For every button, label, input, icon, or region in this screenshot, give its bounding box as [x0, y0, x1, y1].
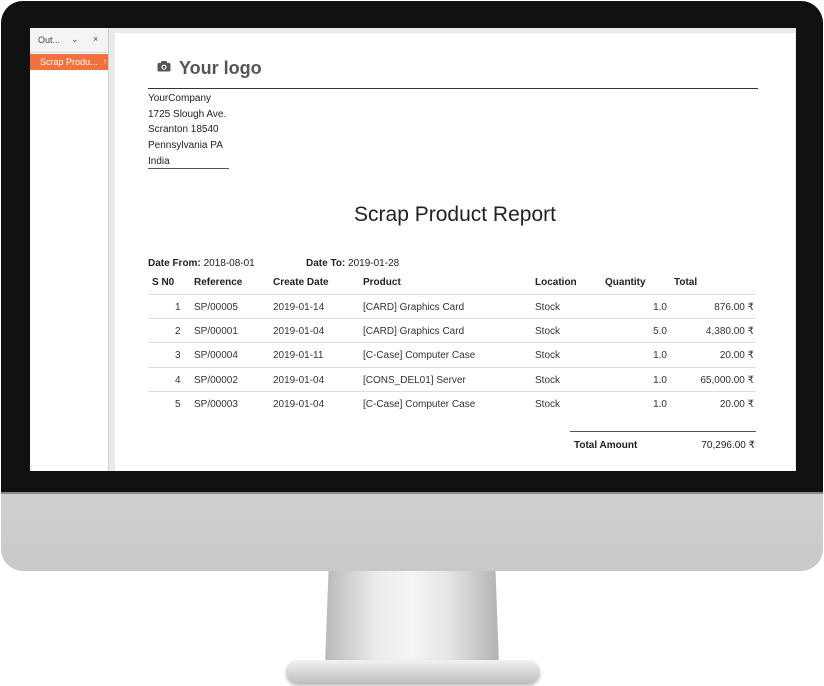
monitor-chin-divider: [1, 492, 823, 494]
sidebar-item-label: Scrap Produ...: [40, 57, 98, 67]
outline-tab-label: Out...: [38, 35, 61, 45]
cell-location: Stock: [535, 399, 561, 410]
total-amount-label: Total Amount: [574, 440, 638, 451]
column-header-location: Location: [535, 277, 577, 288]
column-header-create-date: Create Date: [273, 277, 329, 288]
cell-product: [CONS_DEL01] Server: [363, 375, 466, 386]
address-country: India: [148, 155, 170, 167]
monitor-stand: [325, 571, 499, 665]
report-page: Your logo YourCompany 1725 Slough Ave. S…: [115, 33, 795, 471]
screen: Out... ⌄ × Scrap Produ... ↑ Your logo Yo…: [30, 28, 796, 471]
chevron-down-icon[interactable]: ⌄: [71, 34, 79, 44]
cell-reference: SP/00004: [194, 350, 238, 361]
cell-location: Stock: [535, 375, 561, 386]
cell-location: Stock: [535, 302, 561, 313]
cell-sn: 3: [175, 350, 181, 361]
company-name: YourCompany: [148, 93, 212, 104]
cell-quantity: 5.0: [653, 326, 667, 337]
column-header-quantity: Quantity: [605, 277, 646, 288]
date-to: Date To: 2019-01-28: [306, 258, 399, 269]
cell-quantity: 1.0: [653, 399, 667, 410]
close-icon[interactable]: ×: [93, 34, 99, 44]
date-from: Date From: 2018-08-01: [148, 258, 255, 269]
header-divider: [148, 88, 758, 89]
cell-sn: 4: [175, 375, 181, 386]
total-amount: Total Amount 70,296.00 ₹: [570, 431, 756, 456]
cell-total: 20.00 ₹: [719, 399, 754, 410]
cell-total: 65,000.00 ₹: [700, 375, 754, 386]
logo-text: Your logo: [179, 58, 262, 78]
cell-total: 876.00 ₹: [714, 302, 754, 313]
camera-icon: [157, 61, 171, 72]
table-row: 4 SP/00002 2019-01-04 [CONS_DEL01] Serve…: [148, 367, 756, 392]
cell-total: 20.00 ₹: [719, 350, 754, 361]
table-row: 1 SP/00005 2019-01-14 [CARD] Graphics Ca…: [148, 294, 756, 319]
cell-reference: SP/00003: [194, 399, 238, 410]
sidebar-item-marker: ↑: [103, 57, 107, 66]
report-sidebar: Out... ⌄ × Scrap Produ... ↑: [30, 28, 109, 471]
total-amount-value: 70,296.00 ₹: [701, 440, 755, 451]
cell-product: [CARD] Graphics Card: [363, 302, 465, 313]
table-row: 2 SP/00001 2019-01-04 [CARD] Graphics Ca…: [148, 318, 756, 343]
cell-location: Stock: [535, 326, 561, 337]
address-divider: [148, 168, 229, 169]
address-city: Scranton 18540: [148, 124, 219, 136]
cell-quantity: 1.0: [653, 302, 667, 313]
company-address: YourCompany 1725 Slough Ave. Scranton 18…: [148, 91, 226, 170]
company-logo: Your logo: [155, 56, 267, 84]
cell-sn: 2: [175, 326, 181, 337]
cell-create-date: 2019-01-04: [273, 375, 325, 386]
column-header-product: Product: [363, 277, 401, 288]
cell-sn: 1: [175, 302, 181, 313]
cell-create-date: 2019-01-04: [273, 399, 325, 410]
column-header-sn: S N0: [152, 277, 175, 288]
address-street: 1725 Slough Ave.: [148, 108, 227, 120]
cell-product: [CARD] Graphics Card: [363, 326, 465, 337]
cell-product: [C-Case] Computer Case: [363, 399, 476, 410]
cell-product: [C-Case] Computer Case: [363, 350, 476, 361]
cell-create-date: 2019-01-11: [273, 350, 324, 361]
cell-sn: 5: [175, 399, 181, 410]
date-to-value: 2019-01-28: [348, 258, 400, 269]
date-from-value: 2018-08-01: [203, 258, 255, 269]
cell-total: 4,380.00 ₹: [705, 326, 754, 337]
cell-reference: SP/00001: [194, 326, 238, 337]
cell-reference: SP/00005: [194, 302, 238, 313]
column-header-reference: Reference: [194, 277, 243, 288]
page-title: Scrap Product Report: [354, 203, 556, 226]
outline-tab[interactable]: Out... ⌄ ×: [30, 28, 108, 53]
address-state: Pennsylvania PA: [148, 140, 223, 152]
column-header-total: Total: [674, 277, 698, 288]
cell-reference: SP/00002: [194, 375, 238, 386]
table-row: 5 SP/00003 2019-01-04 [C-Case] Computer …: [148, 391, 756, 416]
table-row: 3 SP/00004 2019-01-11 [C-Case] Computer …: [148, 342, 756, 367]
sidebar-item-scrap-product[interactable]: Scrap Produ... ↑: [30, 54, 108, 70]
cell-create-date: 2019-01-14: [273, 302, 325, 313]
date-to-label: Date To:: [306, 258, 346, 269]
date-from-label: Date From:: [148, 258, 201, 269]
cell-quantity: 1.0: [653, 350, 667, 361]
cell-create-date: 2019-01-04: [273, 326, 325, 337]
monitor-stand-base: [286, 660, 540, 684]
cell-location: Stock: [535, 350, 561, 361]
cell-quantity: 1.0: [653, 375, 667, 386]
